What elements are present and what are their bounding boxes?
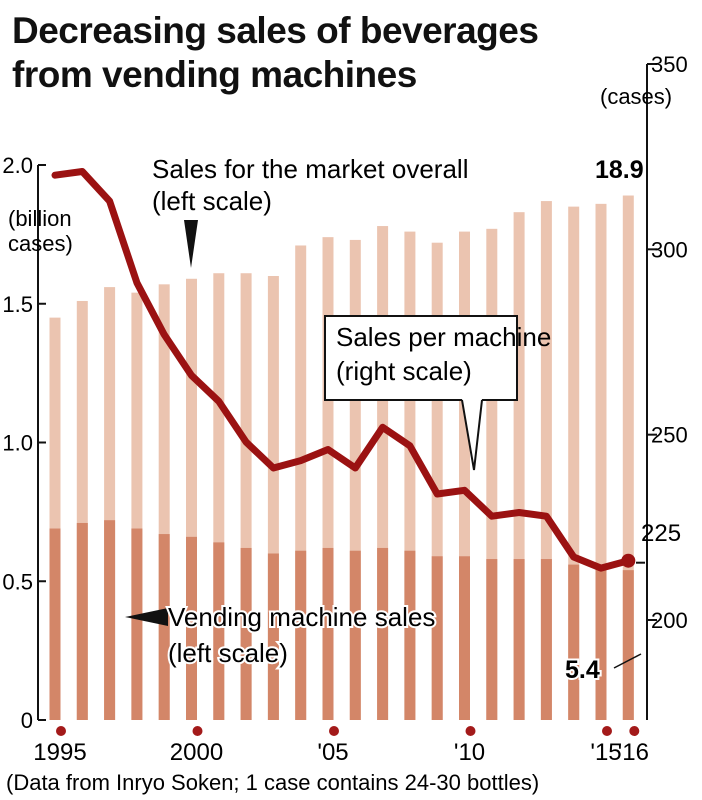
vending-bar <box>568 564 580 720</box>
left-tick-label: 0.5 <box>2 569 33 594</box>
overall-series-pointer <box>184 220 198 268</box>
overall-bar <box>49 317 61 720</box>
overall-bar <box>404 231 416 720</box>
right-tick-label: 300 <box>651 237 688 262</box>
vending-bar <box>486 559 498 720</box>
x-tick-label: 1995 <box>33 739 86 766</box>
x-tick-label: '15 <box>590 739 621 766</box>
overall-bar <box>158 284 170 720</box>
left-tick-label: 0 <box>21 708 33 733</box>
vending-bar <box>267 553 279 720</box>
vending-bar <box>622 570 634 720</box>
right-tick-label: 350 <box>651 52 688 77</box>
vending-end-value: 5.4 <box>565 656 600 684</box>
vending-bar <box>349 550 361 720</box>
overall-bar <box>540 201 552 720</box>
per-machine-callout: Sales per machine (right scale) <box>324 315 551 471</box>
x-axis-ticks: 1995 2000 '05 '10 '15'16 <box>33 726 649 766</box>
chart-title-line-2: from vending machines <box>12 54 417 95</box>
vending-bar <box>377 547 389 720</box>
overall-bar <box>213 273 225 720</box>
vending-bar <box>158 534 170 720</box>
vending-bar <box>595 567 607 720</box>
vending-sales-bars <box>49 520 634 720</box>
left-tick-label: 1.0 <box>2 431 33 456</box>
x-tick-marker <box>56 726 66 736</box>
per-machine-callout-box <box>324 315 518 401</box>
overall-bar <box>295 245 307 720</box>
per-machine-scale-note: (right scale) <box>336 356 472 386</box>
vending-bar <box>295 550 307 720</box>
vending-series-pointer <box>125 608 168 626</box>
vending-bar <box>322 547 334 720</box>
per-machine-line <box>51 168 632 572</box>
vending-bar <box>49 528 61 720</box>
overall-bar <box>240 273 252 720</box>
per-machine-callout-pointer <box>461 399 483 471</box>
overall-bar <box>622 195 634 720</box>
vending-series-label: Vending machine sales <box>168 602 435 632</box>
overall-bar <box>349 239 361 721</box>
x-tick-label: '10 <box>454 739 485 766</box>
overall-bar <box>568 206 580 720</box>
overall-bar <box>513 212 525 721</box>
source-note: (Data from Inryo Soken; 1 case contains … <box>6 770 539 795</box>
vending-bar <box>431 556 443 720</box>
left-axis-unit-line-2: cases) <box>8 231 73 256</box>
right-axis-unit-label: (cases) <box>600 84 672 109</box>
overall-sales-bars <box>49 195 634 721</box>
vending-bar <box>131 528 143 720</box>
x-tick-marker <box>629 726 640 736</box>
overall-bar <box>104 287 116 720</box>
overall-bar <box>377 226 389 721</box>
right-axis-ticks: 200 250 300 350 <box>636 52 688 633</box>
vending-series-scale-note: (left scale) <box>168 638 288 668</box>
chart-title-line-1: Decreasing sales of beverages <box>12 10 539 51</box>
x-tick-marker <box>329 726 339 736</box>
overall-bar <box>431 242 443 720</box>
vending-bar <box>459 556 470 720</box>
vending-bar <box>513 559 525 720</box>
overall-bar <box>486 228 498 720</box>
x-tick-label: 2000 <box>170 739 223 766</box>
vending-bar <box>104 520 116 720</box>
right-tick-label: 250 <box>651 423 688 448</box>
overall-bar <box>459 231 470 720</box>
x-tick-label: '05 <box>317 739 348 766</box>
vending-bar <box>213 542 225 720</box>
vending-end-leader <box>613 653 642 669</box>
overall-bar <box>131 292 143 720</box>
vending-bar <box>76 522 88 720</box>
left-tick-label: 2.0 <box>2 153 33 178</box>
left-axis-ticks: 0 0.5 1.0 1.5 2.0 <box>2 153 46 733</box>
overall-series-label: Sales for the market overall <box>152 154 468 184</box>
per-machine-callout-pointer-fill <box>462 399 482 470</box>
per-machine-end-marker <box>621 553 636 568</box>
per-machine-label: Sales per machine <box>336 322 551 352</box>
overall-bar <box>76 300 88 720</box>
x-tick-marker <box>192 726 203 736</box>
left-axis-unit-line-1: (billion <box>8 206 72 231</box>
left-tick-label: 1.5 <box>2 292 33 317</box>
overall-bar <box>267 276 279 720</box>
overall-bar <box>186 278 197 720</box>
x-tick-label: '16 <box>618 739 649 766</box>
vending-bar <box>240 547 252 720</box>
per-machine-end-value: 225 <box>641 520 681 547</box>
overall-end-value: 18.9 <box>595 156 644 184</box>
overall-bar <box>322 237 334 720</box>
vending-bar <box>186 536 197 720</box>
x-tick-marker <box>602 726 612 736</box>
right-tick-label: 200 <box>651 608 688 633</box>
x-tick-marker <box>465 726 476 736</box>
vending-bar <box>404 550 416 720</box>
overall-series-scale-note: (left scale) <box>152 186 272 216</box>
overall-bar <box>595 203 607 721</box>
vending-bar <box>540 559 552 720</box>
